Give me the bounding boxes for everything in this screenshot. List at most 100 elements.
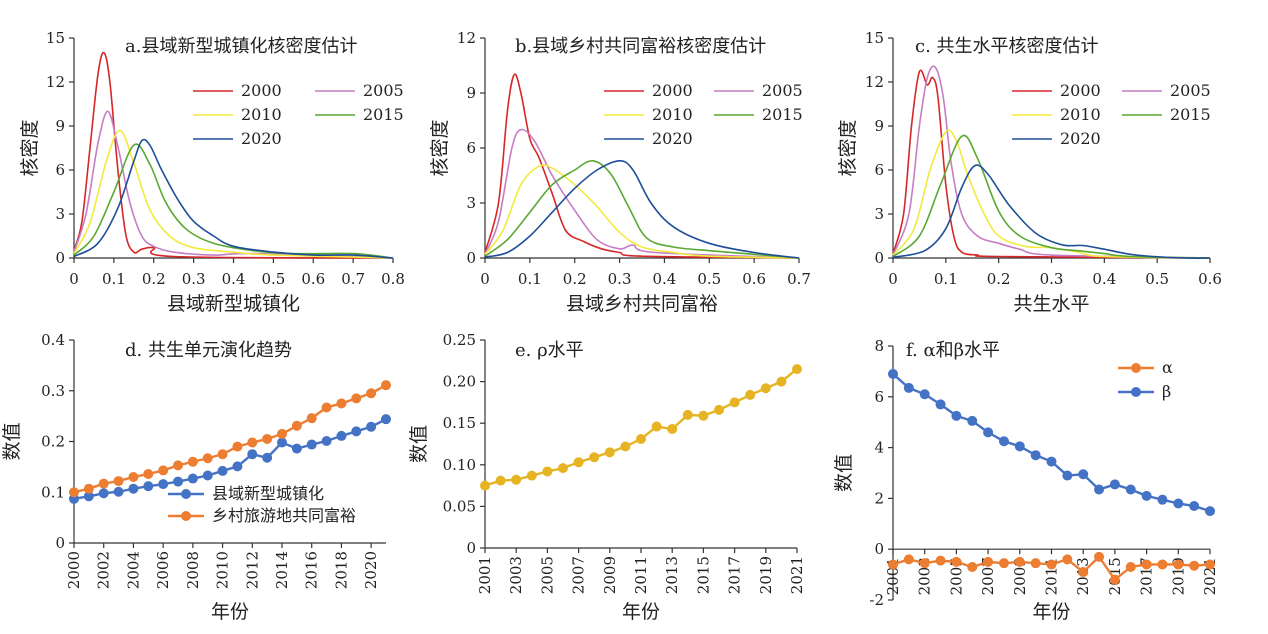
x-tick-label: 0.2 xyxy=(142,270,166,288)
legend-marker xyxy=(1131,363,1141,373)
x-tick-label: 2021 xyxy=(788,556,806,594)
y-tick-label: 6 xyxy=(874,161,884,179)
chart-panel-b: 0 3 6 9 12 0 0.1 0.2 0.3 0.4 0.5 0.6 0.7 县域乡村共同富裕 核密度 b… xyxy=(429,29,811,315)
data-point xyxy=(1189,560,1200,571)
data-point xyxy=(589,452,600,463)
chart-title: d. 共生单元演化趋势 xyxy=(125,340,292,361)
x-tick-label: 2017 xyxy=(726,556,744,594)
data-point xyxy=(558,463,568,474)
data-point xyxy=(277,437,287,448)
data-point xyxy=(620,441,631,452)
data-point xyxy=(83,491,94,502)
data-point xyxy=(1125,484,1136,495)
chart-title: a.县域新型城镇化核密度估计 xyxy=(125,36,357,57)
data-point xyxy=(351,393,362,404)
legend-label: 2010 xyxy=(241,105,282,124)
legend-label: 2020 xyxy=(1060,129,1101,148)
data-point xyxy=(1109,479,1120,490)
legend-marker xyxy=(1131,387,1141,397)
data-point xyxy=(951,556,962,567)
y-tick-label: 0.20 xyxy=(443,373,476,391)
x-tick-label: 2019 xyxy=(1169,557,1187,595)
y-tick-label: 12 xyxy=(457,29,476,47)
chart-title: e. ρ水平 xyxy=(515,340,584,361)
data-point xyxy=(113,486,124,497)
data-point xyxy=(217,449,228,460)
data-point xyxy=(306,413,317,424)
x-tick-label: 2012 xyxy=(243,551,261,589)
data-point xyxy=(1141,559,1152,570)
data-point xyxy=(1062,470,1073,481)
data-point xyxy=(888,559,898,570)
series-line-2005 xyxy=(73,110,394,259)
data-point xyxy=(1173,559,1184,570)
data-point xyxy=(888,368,898,379)
data-point xyxy=(113,476,124,487)
y-tick-label: -2 xyxy=(869,591,884,609)
y-tick-label: 6 xyxy=(55,161,65,179)
y-tick-label: 3 xyxy=(55,205,65,223)
x-tick-label: 2002 xyxy=(95,551,113,589)
legend-label: 乡村旅游地共同富裕 xyxy=(212,506,356,525)
y-tick-label: 0.15 xyxy=(443,414,476,432)
y-axis-label: 核密度 xyxy=(19,119,41,176)
chart-panel-e: 0 0.05 0.10 0.15 0.20 0.25 2001 2003 2005 2007 200… xyxy=(408,331,806,623)
data-point xyxy=(291,420,302,431)
y-tick-label: 6 xyxy=(874,388,884,406)
x-tick-label: 0.5 xyxy=(261,270,285,288)
data-point xyxy=(983,427,994,438)
data-point xyxy=(381,414,391,425)
data-point xyxy=(291,443,302,454)
x-tick-label: 2004 xyxy=(124,551,142,589)
x-tick-label: 2021 xyxy=(1201,557,1219,595)
data-point xyxy=(143,468,154,479)
data-point xyxy=(1109,574,1120,585)
data-point xyxy=(1094,551,1105,562)
legend-label: 2010 xyxy=(1060,105,1101,124)
data-point xyxy=(776,376,787,387)
x-tick-label: 2007 xyxy=(570,556,588,594)
x-tick-label: 0.6 xyxy=(1198,270,1222,288)
data-point xyxy=(128,483,139,494)
x-axis-label: 县域乡村共同富裕 xyxy=(566,293,718,315)
legend-label: 2000 xyxy=(241,81,282,100)
y-tick-label: 0 xyxy=(874,540,884,558)
data-point xyxy=(232,441,243,452)
chart-title: b.县域乡村共同富裕核密度估计 xyxy=(515,36,766,57)
data-point xyxy=(381,380,391,391)
y-tick-label: 0.1 xyxy=(41,483,65,501)
x-tick-label: 2005 xyxy=(947,557,965,595)
data-point xyxy=(998,558,1009,569)
data-point xyxy=(1046,456,1057,467)
x-tick-label: 0.2 xyxy=(563,270,587,288)
y-tick-label: 0 xyxy=(55,534,65,552)
x-tick-label: 0.2 xyxy=(987,270,1011,288)
chart-panel-c: 0 3 6 9 12 15 0 0.1 0.2 0.3 0.4 0.5 0.6 共生水平 核密度 c. 共生水… xyxy=(837,29,1222,315)
data-point xyxy=(511,474,522,485)
y-tick-label: 15 xyxy=(46,29,65,47)
data-point xyxy=(935,555,946,566)
legend-label: 2020 xyxy=(241,129,282,148)
chart-title: f. α和β水平 xyxy=(906,340,1000,361)
x-tick-label: 2003 xyxy=(916,557,934,595)
data-point xyxy=(714,404,724,415)
x-tick-label: 2013 xyxy=(663,556,681,594)
data-point xyxy=(1014,556,1025,567)
x-tick-label: 0.8 xyxy=(381,270,405,288)
data-point xyxy=(480,480,490,491)
data-point xyxy=(636,434,646,445)
x-tick-label: 0.5 xyxy=(1145,270,1169,288)
legend-label: 2000 xyxy=(652,81,693,100)
x-tick-label: 2015 xyxy=(694,556,712,594)
x-tick-label: 2001 xyxy=(476,556,494,594)
legend-label: 2010 xyxy=(652,105,693,124)
data-point xyxy=(321,435,332,446)
data-point xyxy=(745,389,756,400)
y-tick-label: 12 xyxy=(865,73,884,91)
data-point xyxy=(1030,558,1041,569)
x-tick-label: 2017 xyxy=(1138,557,1156,595)
y-tick-label: 2 xyxy=(874,489,884,507)
y-tick-label: 3 xyxy=(874,205,884,223)
y-tick-label: 0.4 xyxy=(41,331,65,349)
